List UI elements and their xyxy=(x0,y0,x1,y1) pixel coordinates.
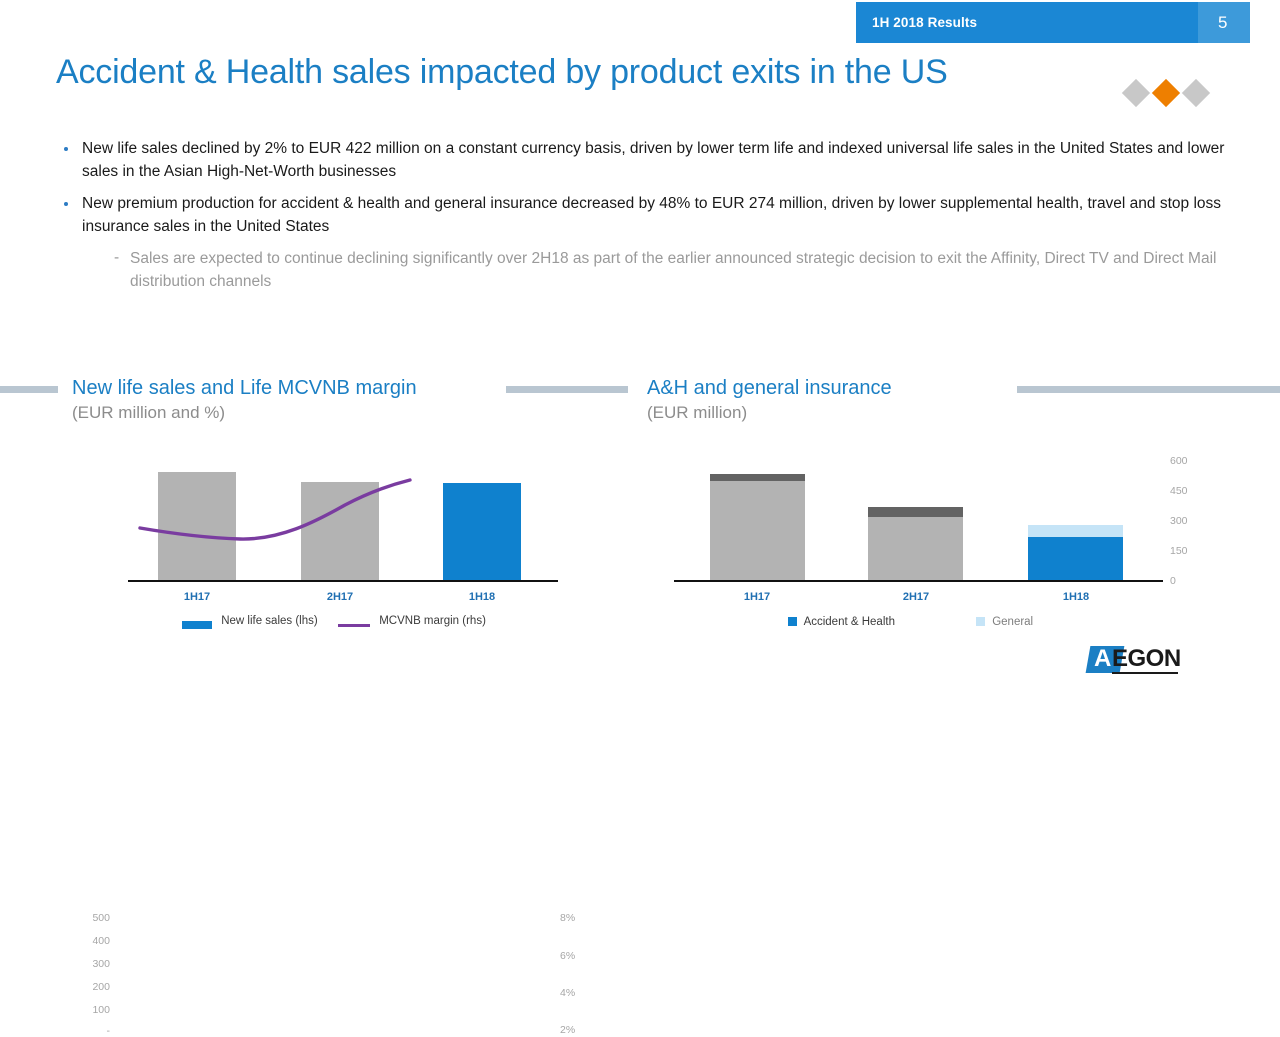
legend-general: General xyxy=(976,616,1033,628)
bar-general-2h17 xyxy=(868,507,963,517)
axis-tick-label: 200 xyxy=(92,981,110,993)
legend-swatch-line xyxy=(338,623,370,627)
category-label: 2H17 xyxy=(902,591,930,603)
chart-new-life-sales: 500 400 300 200 100 - 8% 6% 4% 2% 1H17 2… xyxy=(70,450,600,1037)
page-number: 5 xyxy=(1218,13,1228,32)
chart-baseline xyxy=(674,580,1163,582)
section-heading: A&H and general insurance xyxy=(647,377,892,399)
sub-bullet-item: Sales are expected to continue declining… xyxy=(108,247,1236,293)
diamond-gray-right-icon xyxy=(1181,78,1211,108)
legend-swatch-bar xyxy=(182,621,212,629)
logo-mark-letter: A xyxy=(1094,645,1112,672)
legend-label: MCVNB margin (rhs) xyxy=(379,615,486,627)
axis-tick-label: 300 xyxy=(1170,515,1188,527)
aegon-logo: A EGON xyxy=(1085,644,1181,676)
bullet-item: New life sales declined by 2% to EUR 422… xyxy=(56,138,1236,183)
bar-new-life-sales-1h18 xyxy=(443,483,521,580)
category-label: 1H18 xyxy=(468,591,496,603)
section-rule-left xyxy=(0,386,58,393)
bar-new-life-sales-2h17 xyxy=(301,482,379,580)
section-rule-mid xyxy=(506,386,628,393)
header-banner xyxy=(856,2,1250,43)
bullet-item: New premium production for accident & he… xyxy=(56,193,1236,238)
legend-swatch-general xyxy=(976,617,985,626)
chart-baseline xyxy=(128,580,558,582)
axis-tick-label: 100 xyxy=(92,1004,110,1016)
axis-tick-label: 500 xyxy=(92,912,110,924)
diamond-decoration xyxy=(1121,78,1216,108)
bar-accident-health-1h17 xyxy=(710,481,805,580)
axis-tick-label: 300 xyxy=(92,958,110,970)
legend-accident-health: Accident & Health xyxy=(788,616,895,628)
category-label: 1H18 xyxy=(1062,591,1090,603)
axis-tick-label: 450 xyxy=(1170,485,1188,497)
section-rule-right xyxy=(1017,386,1280,393)
bullet-list: New life sales declined by 2% to EUR 422… xyxy=(56,138,1236,293)
secondary-axis-tick-label: 8% xyxy=(560,912,576,924)
legend-label: Accident & Health xyxy=(803,616,895,628)
diamond-gray-left-icon xyxy=(1121,78,1151,108)
section-subheading: (EUR million) xyxy=(647,403,748,422)
section-heading: New life sales and Life MCVNB margin xyxy=(72,377,417,399)
axis-tick-label: 0 xyxy=(1170,575,1176,587)
logo-wordmark: EGON xyxy=(1112,645,1181,672)
bar-general-1h18 xyxy=(1028,525,1123,537)
page-title: Accident & Health sales impacted by prod… xyxy=(56,53,948,91)
category-label: 2H17 xyxy=(326,591,354,603)
section-subheading: (EUR million and %) xyxy=(72,403,226,422)
category-label: 1H17 xyxy=(743,591,771,603)
section-header-new-life-sales: New life sales and Life MCVNB margin (EU… xyxy=(72,377,417,423)
slide-canvas: 1H 2018 Results 5 Accident & Health sale… xyxy=(0,0,1280,720)
bar-new-life-sales-1h17 xyxy=(158,472,236,580)
legend-new-life-sales: New life sales (lhs) xyxy=(182,615,318,629)
axis-tick-label: 400 xyxy=(92,935,110,947)
logo-underline xyxy=(1112,672,1178,674)
secondary-axis-tick-label: 6% xyxy=(560,950,576,962)
category-label: 1H17 xyxy=(183,591,211,603)
secondary-axis-tick-label: 2% xyxy=(560,1024,576,1036)
secondary-axis-tick-label: 4% xyxy=(560,987,576,999)
header-tab-label: 1H 2018 Results xyxy=(872,15,978,30)
chart-ah-general-insurance: 600 450 300 150 0 1H17 2H17 1H18 Acciden… xyxy=(660,450,1220,630)
axis-tick-label: 150 xyxy=(1170,545,1188,557)
bar-accident-health-2h17 xyxy=(868,517,963,580)
axis-tick-label: - xyxy=(106,1025,111,1037)
bar-general-1h17 xyxy=(710,474,805,481)
legend-label: New life sales (lhs) xyxy=(221,615,318,627)
legend-mcvnb-margin: MCVNB margin (rhs) xyxy=(338,615,486,628)
axis-tick-label: 600 xyxy=(1170,455,1188,467)
legend-label: General xyxy=(992,616,1034,628)
legend-swatch-accident-health xyxy=(788,617,797,626)
bar-accident-health-1h18 xyxy=(1028,537,1123,580)
page-number-box xyxy=(1198,2,1250,43)
section-header-ah-general: A&H and general insurance (EUR million) xyxy=(647,377,892,423)
diamond-orange-icon xyxy=(1151,78,1181,108)
